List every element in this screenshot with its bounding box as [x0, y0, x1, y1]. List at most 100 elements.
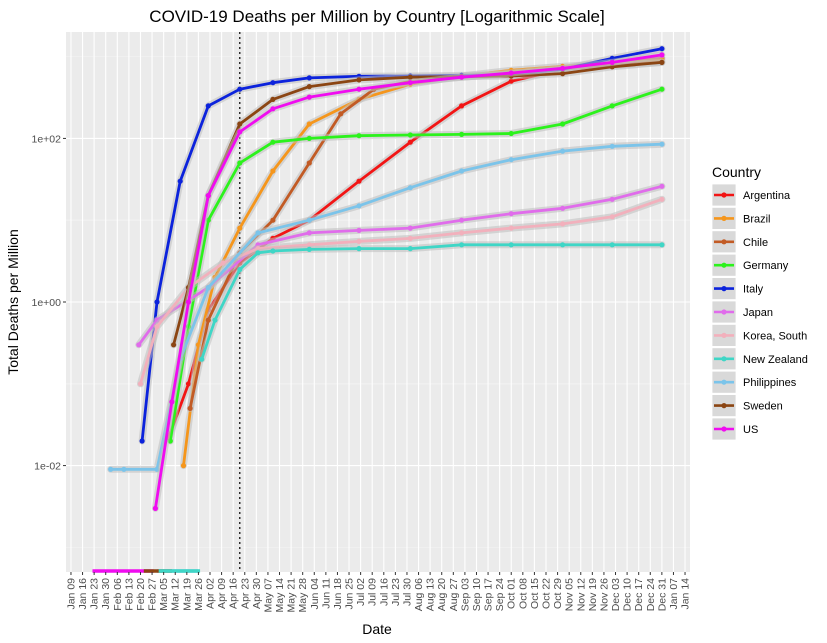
data-point	[199, 356, 205, 362]
x-tick-label: Feb 20	[135, 578, 147, 611]
x-tick-label: Jul 30	[401, 578, 413, 606]
data-point	[185, 381, 192, 387]
data-point	[609, 59, 615, 65]
x-tick-label: Jul 16	[378, 578, 390, 606]
legend-label: Argentina	[743, 190, 791, 202]
legend-item: US	[711, 417, 758, 441]
data-point	[459, 103, 465, 109]
legend-label: Sweden	[743, 401, 783, 413]
data-point	[187, 405, 193, 411]
data-point	[154, 299, 160, 305]
data-point	[205, 103, 211, 109]
x-tick-label: Apr 02	[205, 578, 217, 609]
series-layer	[92, 45, 666, 573]
x-tick-label: Jun 25	[344, 578, 356, 610]
data-point	[356, 203, 362, 209]
legend-label: Korea, South	[743, 330, 807, 342]
data-point	[508, 78, 514, 84]
data-point	[659, 242, 665, 248]
x-tick-label: Dec 31	[656, 578, 668, 611]
x-tick-label: May 21	[286, 578, 298, 613]
x-tick-label: Feb 27	[147, 578, 159, 611]
data-point	[356, 77, 362, 83]
data-point	[508, 211, 514, 217]
data-point	[306, 160, 312, 166]
legend-item: Italy	[711, 277, 764, 301]
data-point	[609, 103, 615, 109]
series-line	[137, 184, 664, 347]
data-point	[659, 183, 665, 189]
legend-key-point	[721, 379, 727, 385]
data-point	[508, 130, 514, 137]
legend-item: New Zealand	[711, 347, 808, 371]
data-point	[139, 438, 145, 444]
legend-item: Argentina	[711, 183, 791, 207]
data-point	[560, 121, 566, 127]
data-point	[270, 168, 276, 174]
data-point	[306, 121, 312, 127]
data-point	[136, 342, 142, 348]
x-tick-label: Jul 09	[367, 578, 379, 606]
series-line	[154, 53, 664, 510]
x-tick-label: Nov 26	[598, 578, 610, 611]
y-axis-title: Total Deaths per Million	[5, 229, 21, 375]
x-tick-label: Mar 26	[193, 578, 205, 611]
x-tick-label: Dec 03	[610, 578, 622, 611]
x-tick-label: Oct 29	[552, 578, 564, 609]
data-point	[659, 196, 665, 202]
data-point	[212, 317, 218, 323]
legend-item: Philippines	[711, 370, 797, 394]
data-point	[270, 217, 276, 223]
data-point	[237, 86, 243, 92]
data-point	[459, 168, 465, 174]
data-point	[356, 133, 362, 139]
data-point	[508, 70, 514, 76]
data-point	[338, 111, 344, 117]
legend-label: Italy	[743, 284, 764, 296]
x-tick-label: Sep 03	[459, 578, 471, 611]
x-axis-title: Date	[362, 621, 392, 637]
legend-item: Germany	[711, 253, 789, 277]
x-tick-label: Feb 13	[123, 578, 135, 611]
data-point	[306, 94, 312, 100]
x-tick-label: Nov 12	[575, 578, 587, 611]
x-tick-label: Jun 11	[320, 578, 332, 609]
legend-label: Germany	[743, 260, 789, 272]
legend-item: Chile	[711, 230, 768, 254]
x-tick-label: Apr 23	[239, 578, 251, 609]
data-point	[459, 131, 465, 137]
data-point	[508, 225, 514, 231]
legend-key-point	[721, 215, 727, 221]
data-point	[560, 242, 566, 248]
data-point	[356, 246, 362, 252]
data-point	[270, 96, 276, 102]
data-point	[560, 65, 566, 71]
data-point	[205, 317, 211, 323]
x-tick-label: Jul 02	[355, 578, 367, 606]
legend-label: New Zealand	[743, 354, 808, 366]
data-point	[171, 342, 177, 348]
x-tick-label: May 28	[297, 578, 309, 613]
x-tick-label: Jan 16	[77, 578, 89, 610]
x-tick-label: Aug 06	[413, 578, 425, 611]
x-tick-label: Dec 10	[622, 578, 634, 611]
series-new-zealand	[198, 241, 666, 363]
x-tick-label: Jun 18	[332, 578, 344, 610]
data-point	[237, 225, 243, 231]
data-point	[407, 132, 413, 138]
x-tick-label: May 07	[262, 578, 274, 613]
y-tick-label: 1e+00	[32, 297, 62, 309]
x-tick-label: Jun 04	[309, 578, 321, 610]
x-tick-label: Sep 17	[483, 578, 495, 611]
x-tick-label: Dec 24	[645, 578, 657, 611]
data-point	[220, 260, 226, 266]
data-point	[237, 129, 243, 135]
y-axis: 1e-02 1e+00 1e+02	[32, 133, 66, 473]
series-germany	[166, 85, 666, 445]
x-tick-label: Jan 07	[668, 578, 680, 610]
data-point	[407, 139, 413, 145]
data-point	[306, 246, 312, 252]
data-point	[255, 230, 261, 236]
x-tick-label: Aug 13	[425, 578, 437, 611]
data-point	[152, 505, 158, 511]
